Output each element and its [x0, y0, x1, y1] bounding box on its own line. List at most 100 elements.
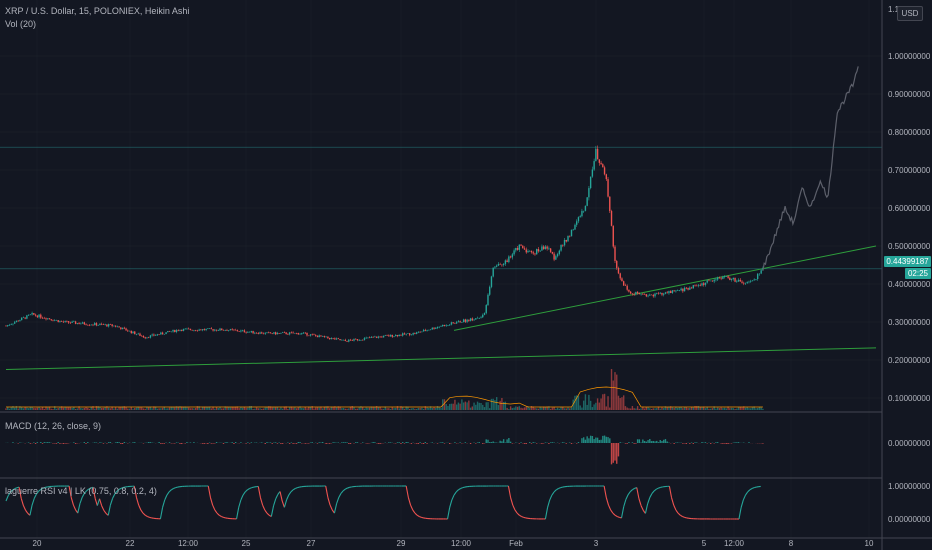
- volume-bar: [346, 408, 348, 410]
- macd-bar: [17, 443, 19, 444]
- candle-body: [537, 249, 540, 252]
- volume-legend[interactable]: Vol (20): [5, 19, 37, 29]
- time-axis[interactable]: 20 22 12:00 25 27 29 12:00 Feb 3 5 12:00 8 10: [33, 539, 874, 548]
- macd-legend[interactable]: MACD (12, 26, close, 9): [5, 421, 102, 431]
- macd-bar: [134, 442, 136, 443]
- volume-bar: [542, 406, 545, 410]
- volume-bar: [161, 407, 164, 410]
- rsi-segment: [658, 486, 661, 489]
- macd-bar: [55, 443, 58, 444]
- price-tick-label: 0.60000000: [888, 204, 931, 213]
- rsi-segment: [620, 506, 625, 519]
- volume-bar: [153, 406, 155, 410]
- macd-bar: [212, 443, 214, 444]
- price-tick-label: 0.40000000: [888, 280, 931, 289]
- volume-bar: [558, 408, 561, 410]
- volume-bar: [163, 406, 166, 410]
- candle-body: [255, 332, 258, 334]
- macd-bar: [489, 442, 491, 443]
- macd-bar: [290, 442, 293, 443]
- candle-body: [534, 253, 536, 255]
- symbol-legend[interactable]: XRP / U.S. Dollar, 15, POLONIEX, Heikin …: [5, 6, 190, 16]
- time-tick-label: 10: [865, 539, 874, 548]
- price-tick-label: 0.90000000: [888, 90, 931, 99]
- volume-bar: [393, 408, 395, 410]
- volume-bar: [649, 408, 651, 410]
- volume-bar: [414, 408, 416, 410]
- candle-body: [337, 338, 340, 340]
- volume-bar: [372, 406, 374, 410]
- trendlines[interactable]: [5, 245, 877, 370]
- candle-body: [275, 332, 277, 335]
- candle-body: [109, 324, 112, 325]
- macd-bar: [374, 442, 376, 443]
- macd-bar: [316, 443, 319, 444]
- volume-bar: [382, 408, 385, 410]
- volume-bar: [250, 406, 253, 410]
- volume-bar: [388, 408, 390, 410]
- candle-body: [494, 266, 496, 268]
- candle-body: [259, 332, 261, 334]
- candle-body: [402, 333, 404, 336]
- rsi-segment: [270, 505, 275, 517]
- currency-button[interactable]: USD: [897, 6, 923, 21]
- volume-bar: [663, 408, 665, 410]
- rsi-segment: [295, 487, 298, 489]
- rsi-segment: [560, 486, 563, 489]
- candle-body: [596, 148, 599, 160]
- volume-bar: [168, 407, 171, 410]
- candle-body: [264, 332, 266, 334]
- candle-body: [168, 330, 171, 332]
- volume-bar: [348, 408, 350, 410]
- macd-bar: [280, 443, 282, 444]
- candle-body: [687, 288, 689, 290]
- candle-body: [118, 326, 120, 328]
- candle-body: [348, 339, 350, 342]
- macd-bar: [436, 443, 439, 444]
- volume-bar: [541, 407, 543, 410]
- rsi-segment: [251, 486, 255, 489]
- volume-bar: [696, 406, 698, 410]
- candle-body: [546, 246, 548, 249]
- candle-body: [250, 330, 253, 332]
- macd-bar: [603, 435, 606, 443]
- volume-bar: [656, 408, 658, 410]
- volume-bar: [40, 408, 42, 410]
- rsi-segment: [647, 497, 651, 504]
- candle-body: [243, 330, 246, 333]
- volume-bar: [54, 406, 56, 410]
- macd-bar: [48, 442, 51, 443]
- macd-bar: [33, 442, 35, 443]
- volume-bar: [602, 394, 604, 410]
- volume-bar: [595, 402, 597, 410]
- rsi-legend[interactable]: laguerre RSI v4 | LK (0.75, 0.8, 0.2, 4): [5, 486, 157, 496]
- macd-bar: [94, 442, 96, 443]
- rsi-segment: [162, 499, 166, 508]
- macd-bar: [664, 439, 667, 443]
- candle-body: [523, 248, 526, 250]
- rsi-segment: [86, 488, 89, 492]
- macd-bar: [41, 443, 44, 444]
- volume-bar: [214, 408, 216, 410]
- volume-bar: [292, 407, 294, 410]
- volume-bar: [342, 407, 345, 410]
- candle-body: [41, 317, 44, 319]
- rsi-segment: [45, 486, 48, 488]
- volume-bar: [553, 407, 555, 410]
- volume-bar: [165, 408, 167, 410]
- candle-body: [26, 315, 28, 319]
- macd-bar: [722, 443, 724, 444]
- volume-bar: [132, 408, 134, 410]
- candle-body: [367, 337, 369, 339]
- candle-body: [518, 244, 520, 250]
- rsi-segment: [414, 512, 418, 516]
- volume-bar: [116, 408, 119, 410]
- candle-body: [758, 273, 761, 275]
- rsi-segment: [338, 493, 342, 498]
- candle-body: [40, 314, 42, 318]
- rsi-segment: [453, 491, 457, 496]
- macd-bar: [74, 443, 77, 444]
- volume-bar: [290, 406, 293, 410]
- candle-body: [313, 334, 315, 336]
